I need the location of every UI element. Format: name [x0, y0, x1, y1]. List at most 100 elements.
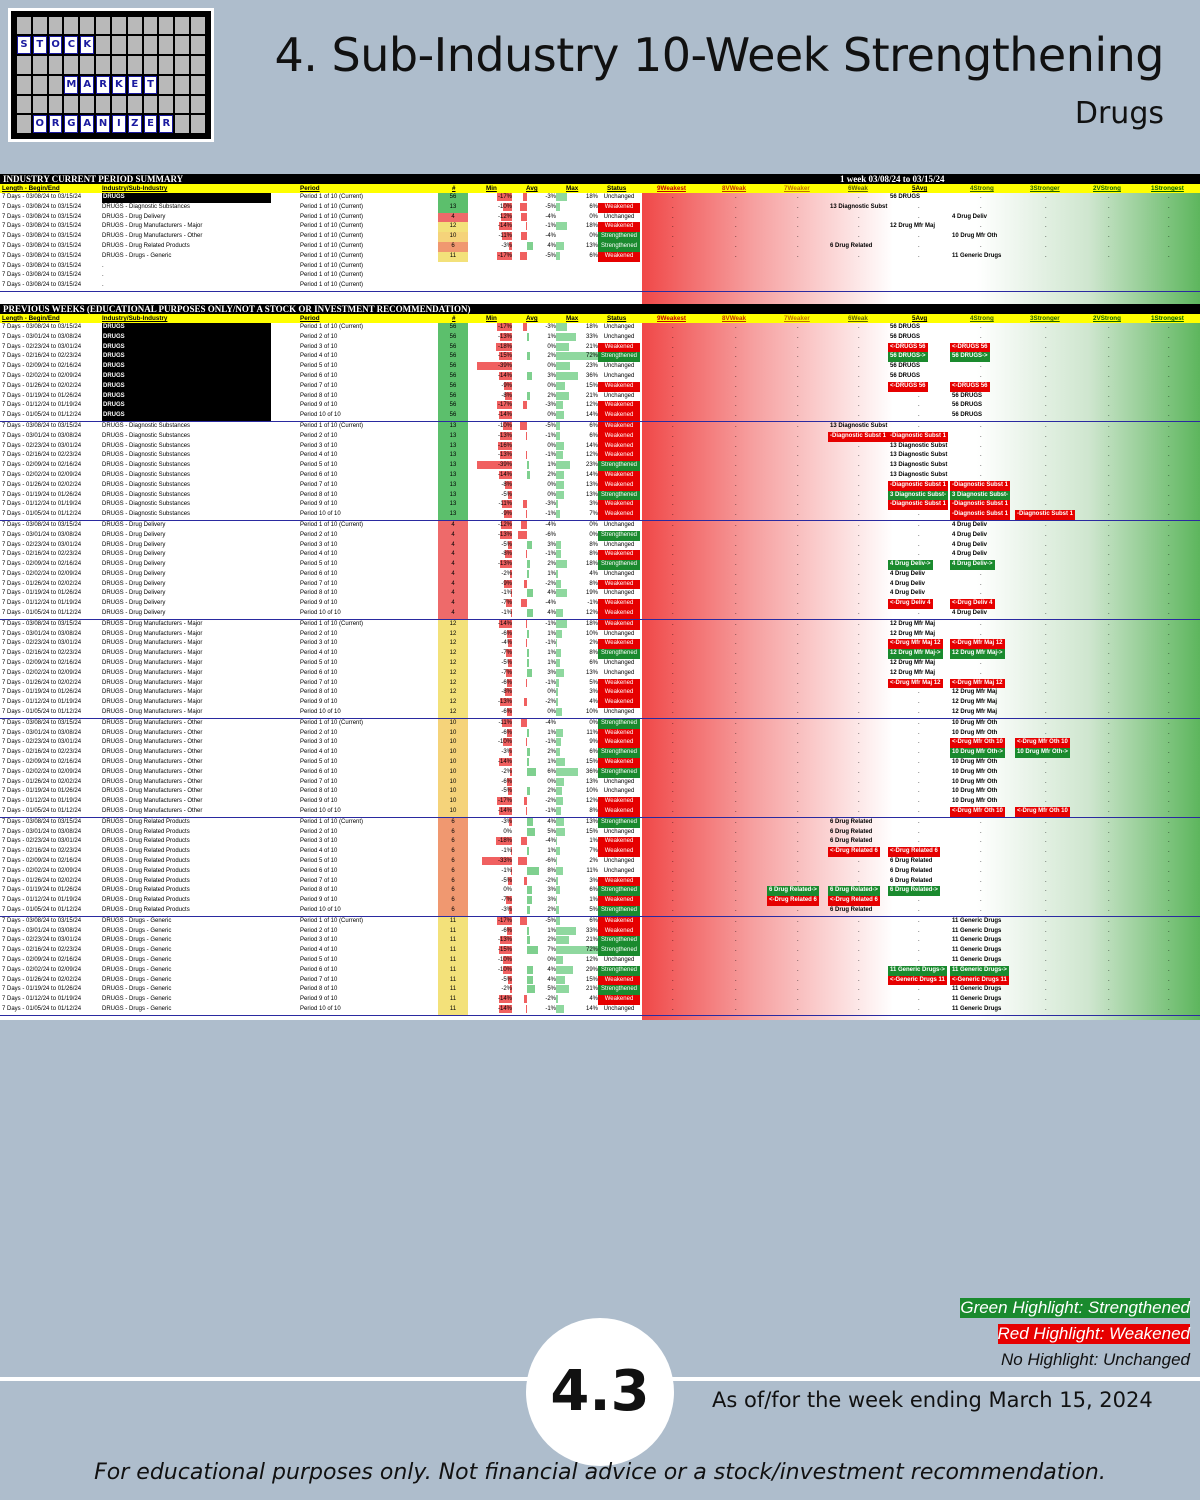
row-count: 11 [438, 1004, 468, 1015]
row-period: Period 2 of 10 [300, 630, 338, 637]
empty-dot: . [1168, 956, 1170, 963]
max-bar [556, 222, 567, 231]
row-max: 0% [589, 719, 598, 726]
column-header: Industry/Sub-Industry [102, 185, 168, 192]
empty-dot: . [672, 402, 674, 409]
empty-dot: . [797, 452, 799, 459]
empty-dot: . [1108, 333, 1110, 340]
empty-dot: . [672, 213, 674, 220]
row-status: Strengthened [598, 490, 640, 501]
row-period: Period 1 of 10 (Current) [300, 262, 364, 269]
row-max: 8% [589, 551, 598, 558]
row-status: Weakened [598, 639, 640, 650]
row-industry: DRUGS - Drug Manufacturers - Major [102, 630, 203, 637]
row-max: 12% [585, 452, 598, 459]
logo-tile [32, 95, 47, 113]
column-header: 4Strong [970, 185, 994, 192]
empty-dot: . [1108, 759, 1110, 766]
row-industry: DRUGS - Drug Manufacturers - Other [102, 729, 203, 736]
empty-dot: . [858, 541, 860, 548]
table-row: 7 Days - 02/02/24 to 02/09/24 DRUGS - Dru… [0, 668, 1200, 679]
min-bar [500, 431, 512, 440]
row-industry: DRUGS - Diagnostic Substances [102, 511, 191, 518]
empty-dot: . [858, 333, 860, 340]
max-bar [556, 946, 600, 955]
empty-dot: . [672, 828, 674, 835]
row-length: 7 Days - 01/05/24 to 01/12/24 [2, 906, 82, 913]
empty-dot: . [1045, 768, 1047, 775]
row-status: Strengthened [598, 905, 640, 916]
table-row: 7 Days - 03/01/24 to 03/08/24 DRUGS - Dru… [0, 926, 1200, 937]
empty-dot: . [918, 739, 920, 746]
empty-dot: . [735, 848, 737, 855]
min-bar [500, 560, 512, 569]
table-row: 7 Days - 01/12/24 to 01/19/24 DRUGS - Dru… [0, 995, 1200, 1005]
avg-bar [527, 470, 530, 479]
row-avg: 1% [547, 848, 556, 855]
empty-dot: . [918, 956, 920, 963]
empty-dot: . [980, 570, 982, 577]
avg-bar [527, 569, 529, 578]
empty-dot: . [1108, 897, 1110, 904]
row-avg: 3% [547, 887, 556, 894]
empty-dot: . [1045, 363, 1047, 370]
empty-dot: . [672, 531, 674, 538]
empty-dot: . [1045, 481, 1047, 488]
empty-dot: . [735, 887, 737, 894]
max-bar [556, 748, 560, 757]
empty-dot: . [980, 422, 982, 429]
empty-dot: . [1045, 590, 1047, 597]
row-avg: 0% [547, 412, 556, 419]
empty-dot: . [1168, 382, 1170, 389]
empty-dot: . [858, 858, 860, 864]
avg-bar [518, 530, 527, 539]
row-max: 72% [585, 947, 598, 954]
avg-bar [521, 599, 527, 608]
empty-dot: . [1168, 759, 1170, 766]
row-count: 6 [438, 905, 468, 916]
logo-letter: R [48, 115, 63, 133]
row-min: -14% [497, 412, 512, 419]
column-header: Length - Begin/End [2, 185, 60, 192]
table-row: 7 Days - 01/26/24 to 02/02/24 DRUGS - Dru… [0, 876, 1200, 887]
empty-dot: . [918, 759, 920, 766]
max-bar [556, 847, 561, 856]
row-avg: -1% [545, 551, 556, 558]
empty-dot: . [797, 867, 799, 874]
column-header: Avg [526, 314, 538, 322]
empty-dot: . [980, 660, 982, 667]
empty-dot: . [1045, 382, 1047, 389]
placement-label: <-DRUGS 56 [888, 342, 928, 353]
placement-label: 4 Drug Deliv [890, 590, 926, 597]
empty-dot: . [735, 242, 737, 249]
column-header: 5Avg [912, 314, 928, 322]
avg-bar [527, 936, 530, 945]
empty-dot: . [1168, 808, 1170, 815]
empty-dot: . [735, 1005, 737, 1012]
empty-dot: . [1045, 660, 1047, 667]
empty-dot: . [858, 877, 860, 884]
strength-columns: ........4 Drug Deliv [642, 531, 1200, 541]
row-industry: DRUGS - Drug Related Products [102, 848, 190, 855]
row-industry: DRUGS - Drug Related Products [102, 877, 190, 884]
row-status: Unchanged [603, 828, 635, 835]
empty-dot: . [918, 808, 920, 815]
empty-dot: . [1045, 848, 1047, 855]
logo-tile [17, 17, 31, 35]
row-min: -17% [497, 402, 512, 409]
strength-columns: ........6 Drug Related [642, 242, 1200, 252]
table-row: 7 Days - 03/08/24 to 03/15/24 DRUGS - Dru… [0, 222, 1200, 233]
strength-columns: ....... -Diagnostic Subst 1 -Diagnostic Su… [642, 510, 1200, 520]
logo-letter: R [96, 75, 110, 94]
max-bar [556, 688, 558, 697]
avg-bar [527, 896, 532, 905]
row-status: Weakened [598, 758, 640, 768]
max-bar [556, 857, 558, 865]
row-industry: DRUGS - Drugs - Generic [102, 976, 172, 983]
row-min: -5% [501, 788, 512, 795]
empty-dot: . [735, 768, 737, 775]
row-count: 13 [438, 431, 468, 442]
empty-dot: . [1045, 778, 1047, 785]
table-row: 7 Days - 01/05/24 to 01/12/24 DRUGS - Dru… [0, 807, 1200, 818]
empty-dot: . [1108, 462, 1110, 469]
